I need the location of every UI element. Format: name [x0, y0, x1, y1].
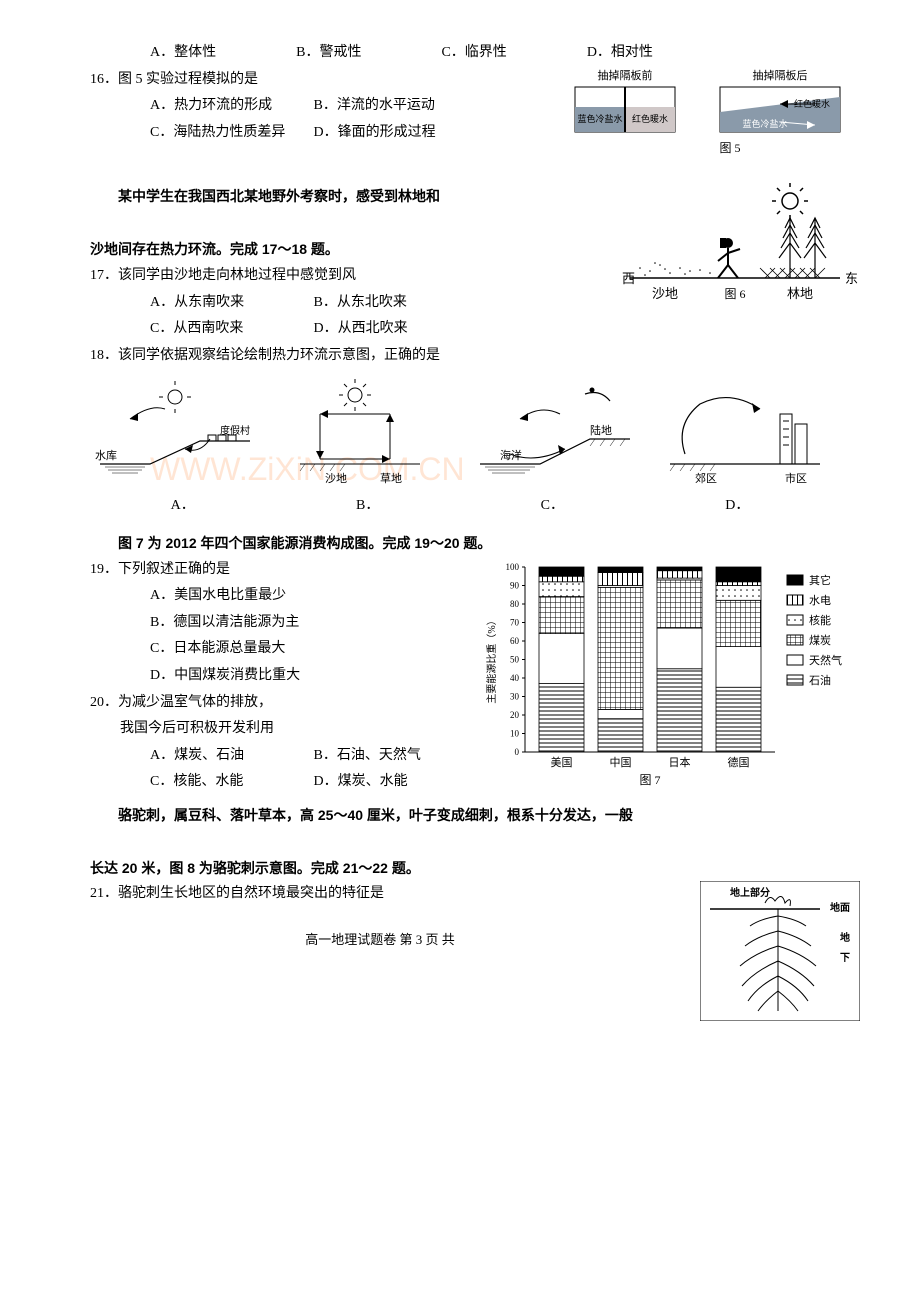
- svg-text:80: 80: [510, 599, 520, 609]
- figure-6: 西 东 沙地 林地 图 6: [610, 183, 860, 333]
- fig6-label: 图 6: [724, 287, 745, 301]
- q18-optB: B．: [356, 493, 379, 520]
- svg-text:70: 70: [510, 617, 520, 627]
- svg-text:地面: 地面: [830, 901, 850, 914]
- svg-text:德国: 德国: [728, 755, 750, 769]
- q19-optB: B．德国以清洁能源为主: [150, 610, 480, 637]
- svg-text:天然气: 天然气: [809, 653, 842, 667]
- q16-row: 16．图 5 实验过程模拟的是 A．热力环流的形成 B．洋流的水平运动 C．海陆…: [60, 67, 860, 157]
- figure-8: 地上部分 地面 地 下: [700, 881, 860, 1021]
- q20-stem2: 我国今后可积极开发利用: [120, 716, 480, 743]
- figure-5: 抽掉隔板前 蓝色冷盐水 红色暖水 抽掉隔板后 红色暖水 蓝色冷盐水 图 5: [570, 67, 860, 157]
- svg-text:90: 90: [510, 580, 520, 590]
- q20-optC: C．核能、水能: [150, 769, 310, 796]
- svg-text:地上部分: 地上部分: [730, 886, 770, 899]
- fig6-east: 东: [845, 271, 858, 286]
- q18-diagrams: WWW.ZiXiN.COM.CN 度假村 水库 沙地: [90, 379, 830, 489]
- intro1-line2: 沙地间存在热力环流。完成 17～18 题。: [90, 236, 610, 263]
- q17-stem: 17．该同学由沙地走向林地过程中感觉到风: [90, 263, 610, 290]
- svg-text:草地: 草地: [380, 472, 402, 485]
- svg-text:陆地: 陆地: [590, 423, 612, 437]
- fig5-right-title: 抽掉隔板后: [753, 68, 808, 82]
- q20-optA: A．煤炭、石油: [150, 743, 310, 770]
- page-footer: 高一地理试题卷 第 3 页 共: [60, 928, 700, 953]
- q15-optB: B．警戒性: [296, 40, 361, 67]
- svg-text:下: 下: [840, 952, 850, 964]
- q18-option-labels: A． B． C． D．: [90, 493, 830, 520]
- svg-text:沙地: 沙地: [325, 472, 347, 485]
- q18-diagram-c: 陆地 海洋: [470, 379, 640, 489]
- q15-optD: D．相对性: [587, 40, 653, 67]
- fig6-forest: 林地: [787, 286, 813, 301]
- intro3-line2: 长达 20 米，图 8 为骆驼刺示意图。完成 21～22 题。: [90, 855, 860, 882]
- svg-text:核能: 核能: [809, 613, 831, 627]
- q17-optB: B．从东北吹来: [314, 290, 474, 317]
- q18-diagram-a: 度假村 水库: [90, 379, 260, 489]
- q18-optD: D．: [725, 493, 749, 520]
- fig6-west: 西: [622, 271, 635, 286]
- svg-text:石油: 石油: [809, 673, 831, 687]
- svg-text:郊区: 郊区: [695, 472, 717, 485]
- svg-text:10: 10: [510, 728, 520, 738]
- q19-optC: C．日本能源总量最大: [150, 636, 480, 663]
- svg-text:0: 0: [515, 747, 520, 757]
- svg-text:煤炭: 煤炭: [809, 634, 831, 647]
- svg-text:美国: 美国: [551, 756, 573, 769]
- intro2: 图 7 为 2012 年四个国家能源消费构成图。完成 19～20 题。: [90, 530, 860, 557]
- q21-stem: 21．骆驼刺生长地区的自然环境最突出的特征是: [90, 881, 700, 908]
- q18-optC: C．: [541, 493, 564, 520]
- q19-optA: A．美国水电比重最少: [150, 583, 480, 610]
- fig5-blue-right: 蓝色冷盐水: [742, 118, 787, 129]
- fig5-red-left: 红色暖水: [632, 113, 668, 124]
- svg-text:市区: 市区: [785, 471, 807, 485]
- fig6-sand: 沙地: [652, 286, 678, 301]
- q18-diagram-b: 沙地 草地: [280, 379, 450, 489]
- svg-text:40: 40: [510, 673, 520, 683]
- q15-optA: A．整体性: [150, 40, 216, 67]
- q16-stem: 16．图 5 实验过程模拟的是: [90, 67, 570, 94]
- q19-stem: 19．下列叙述正确的是: [90, 557, 480, 584]
- fig5-left-title: 抽掉隔板前: [598, 68, 653, 82]
- q16-optB: B．洋流的水平运动: [314, 93, 474, 120]
- svg-text:海洋: 海洋: [500, 448, 522, 462]
- q16-optA: A．热力环流的形成: [150, 93, 310, 120]
- svg-text:50: 50: [510, 654, 520, 664]
- fig5-label: 图 5: [719, 141, 740, 155]
- svg-text:主要能源比重（%）: 主要能源比重（%）: [485, 615, 498, 703]
- svg-text:水库: 水库: [95, 449, 117, 462]
- svg-text:日本: 日本: [669, 755, 691, 769]
- figure-7: 0 10 20 30 40 50 60 70 80 90 100 主要能源比重（%） 美国 中国 日本 德国 其…: [480, 557, 860, 802]
- q16-optD: D．锋面的形成过程: [314, 120, 474, 147]
- q18-stem: 18．该同学依据观察结论绘制热力环流示意图，正确的是: [90, 343, 860, 370]
- svg-text:20: 20: [510, 710, 520, 720]
- fig5-blue-left: 蓝色冷盐水: [577, 113, 622, 124]
- q17-optA: A．从东南吹来: [150, 290, 310, 317]
- q16-optC: C．海陆热力性质差异: [150, 120, 310, 147]
- svg-text:100: 100: [506, 562, 520, 572]
- q15-optC: C．临界性: [441, 40, 506, 67]
- svg-text:图 7: 图 7: [639, 773, 660, 787]
- q19-q20-chart-row: 19．下列叙述正确的是 A．美国水电比重最少 B．德国以清洁能源为主 C．日本能…: [60, 557, 860, 802]
- svg-text:其它: 其它: [809, 573, 831, 587]
- q20-stem: 20．为减少温室气体的排放，: [90, 690, 480, 717]
- q15-options: A．整体性 B．警戒性 C．临界性 D．相对性: [150, 40, 860, 67]
- q20-optB: B．石油、天然气: [314, 743, 474, 770]
- intro-17-18: 某中学生在我国西北某地野外考察时，感受到林地和 沙地间存在热力环流。完成 17～…: [60, 183, 860, 343]
- q18-diagram-d: 郊区 市区: [660, 379, 830, 489]
- intro3-line1: 骆驼刺，属豆科、落叶草本，高 25～40 厘米，叶子变成细刺，根系十分发达，一般: [90, 802, 860, 829]
- q17-optC: C．从西南吹来: [150, 316, 310, 343]
- intro1-line1: 某中学生在我国西北某地野外考察时，感受到林地和: [90, 183, 610, 210]
- svg-text:水电: 水电: [809, 594, 831, 607]
- q20-optD: D．煤炭、水能: [314, 769, 474, 796]
- q17-optD: D．从西北吹来: [314, 316, 474, 343]
- svg-text:30: 30: [510, 691, 520, 701]
- svg-text:地: 地: [840, 931, 850, 944]
- svg-text:中国: 中国: [610, 756, 632, 769]
- q19-optD: D．中国煤炭消费比重大: [150, 663, 480, 690]
- svg-text:60: 60: [510, 636, 520, 646]
- q21-fig8-row: 21．骆驼刺生长地区的自然环境最突出的特征是 高一地理试题卷 第 3 页 共 地…: [60, 881, 860, 1021]
- q18-optA: A．: [171, 493, 195, 520]
